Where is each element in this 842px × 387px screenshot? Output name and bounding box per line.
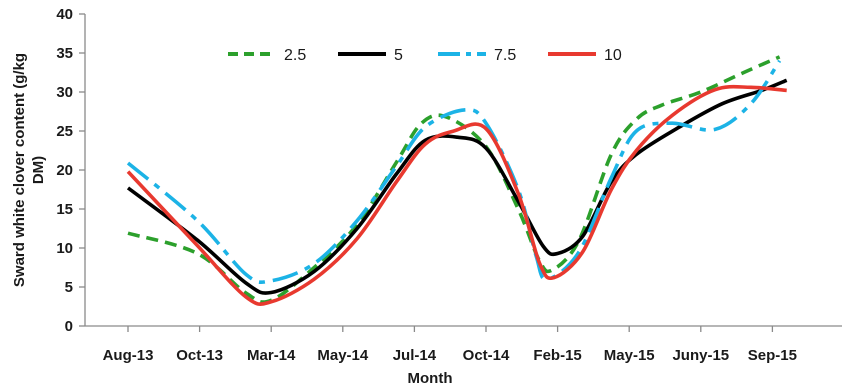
x-tick-label: Sep-15 — [748, 347, 797, 364]
x-axis-title: Month — [408, 370, 453, 387]
y-tick-label: 0 — [65, 318, 73, 335]
y-axis-title: Sward white clover content (g/kg DM) — [11, 53, 47, 287]
y-tick-label: 10 — [56, 240, 73, 257]
x-tick-label: May-15 — [604, 347, 655, 364]
series-line-7.5 — [126, 59, 782, 285]
series-line-5 — [126, 78, 788, 295]
y-tick-label: 5 — [65, 279, 73, 296]
x-tick-label: Mar-14 — [247, 347, 296, 364]
legend-label-5: 5 — [394, 47, 403, 64]
legend-label-2.5: 2.5 — [284, 47, 306, 64]
y-tick-label: 25 — [56, 123, 73, 140]
x-tick-label: Jul-14 — [393, 347, 437, 364]
x-tick-label: Juny-15 — [672, 347, 729, 364]
x-tick-label: Aug-13 — [103, 347, 154, 364]
legend-label-10: 10 — [604, 47, 622, 64]
series-line-10 — [126, 84, 787, 306]
y-axis-title-line: Sward white clover content (g/kg — [11, 53, 28, 287]
x-tick-label: Oct-13 — [176, 347, 223, 364]
y-tick-label: 20 — [56, 162, 73, 179]
y-tick-label: 30 — [56, 84, 73, 101]
x-tick-label: May-14 — [317, 347, 369, 364]
x-tick-label: Feb-15 — [533, 347, 581, 364]
y-tick-label: 40 — [56, 6, 73, 23]
x-tick-label: Oct-14 — [463, 347, 510, 364]
y-tick-label: 15 — [56, 201, 73, 218]
legend-label-7.5: 7.5 — [494, 47, 516, 64]
y-axis-title-line: DM) — [30, 156, 47, 184]
y-tick-label: 35 — [56, 45, 73, 62]
